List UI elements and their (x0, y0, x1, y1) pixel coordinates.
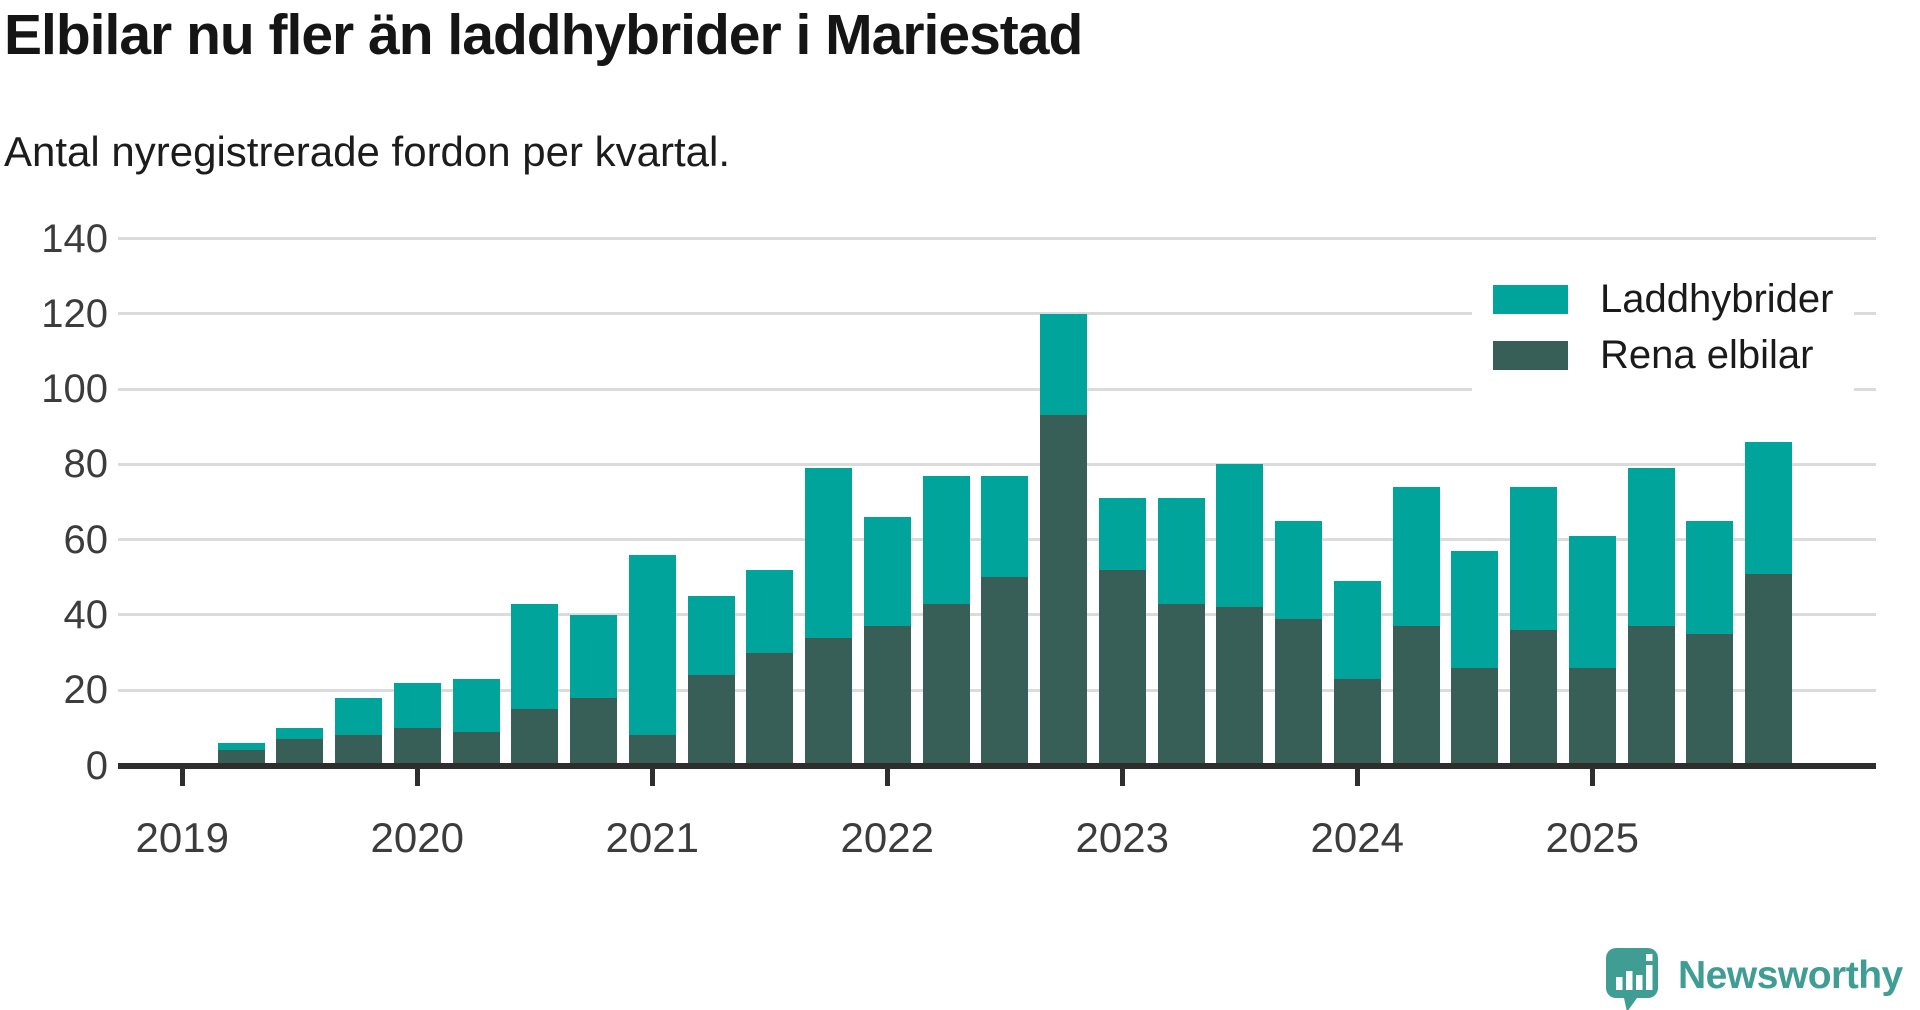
gridline-y-140 (118, 237, 1876, 241)
bar-2024-q4-laddhybrider (1510, 486, 1557, 630)
x-axis-label-2024: 2024 (1310, 814, 1404, 861)
legend: Laddhybrider Rena elbilar (1472, 252, 1854, 398)
bar-2025-q3-rena-elbilar (1686, 633, 1734, 769)
gridline-y-100 (118, 387, 1876, 391)
bar-2020-q4-laddhybrider (570, 614, 617, 698)
x-axis-label-2022: 2022 (840, 814, 934, 861)
bar-2025-q1-rena-elbilar (1568, 667, 1616, 769)
y-axis-tick-label: 100 (41, 367, 108, 412)
y-axis-tick-label: 40 (63, 592, 109, 637)
bar-2022-q2-laddhybrider (922, 475, 970, 604)
bar-2023-q1-laddhybrider (1098, 498, 1146, 570)
bar-2020-q1-rena-elbilar (393, 727, 441, 769)
bar-2025-q4-laddhybrider (1745, 441, 1792, 574)
bar-2024-q3-laddhybrider (1451, 550, 1499, 668)
x-axis-label-2021: 2021 (605, 814, 699, 861)
x-axis-label-2020: 2020 (370, 814, 464, 861)
legend-swatch-laddhybrider (1493, 284, 1568, 314)
y-axis-tick-label: 80 (63, 442, 109, 487)
bar-2022-q2-rena-elbilar (922, 603, 970, 769)
x-axis-tick-2020 (414, 765, 420, 786)
x-axis-tick-2025 (1589, 765, 1595, 786)
newsworthy-logo: Newsworthy (1606, 946, 1920, 1010)
y-axis-tick-label: 140 (41, 216, 108, 261)
bar-2023-q1-rena-elbilar (1098, 569, 1146, 769)
bar-2019-q4-rena-elbilar (335, 735, 382, 769)
chart-subtitle: Antal nyregistrerade fordon per kvartal. (4, 128, 731, 175)
bar-2024-q4-rena-elbilar (1510, 629, 1557, 769)
bar-2019-q3-laddhybrider (276, 727, 324, 740)
bar-2022-q4-rena-elbilar (1040, 415, 1087, 769)
y-axis-tick-label: 20 (63, 668, 109, 713)
legend-label: Rena elbilar (1600, 333, 1814, 377)
bar-2024-q3-rena-elbilar (1451, 667, 1499, 769)
bar-2023-q4-laddhybrider (1275, 520, 1322, 619)
bar-2021-q2-laddhybrider (687, 596, 735, 676)
bar-2021-q1-laddhybrider (628, 554, 676, 736)
bar-2025-q4-rena-elbilar (1745, 573, 1792, 769)
x-axis-tick-2021 (649, 765, 655, 786)
x-axis-tick-2024 (1354, 765, 1360, 786)
bar-2019-q4-laddhybrider (335, 697, 382, 736)
x-axis-label-2023: 2023 (1075, 814, 1169, 861)
bar-2024-q1-rena-elbilar (1333, 678, 1381, 769)
x-axis-label-2019: 2019 (135, 814, 229, 861)
bar-2023-q2-rena-elbilar (1157, 603, 1205, 769)
bar-2019-q2-laddhybrider (217, 742, 265, 751)
x-axis-line (118, 763, 1876, 769)
bar-2023-q2-laddhybrider (1157, 498, 1205, 604)
newsworthy-speech-bubble-bar-chart-icon (1606, 948, 1658, 1010)
legend-item-laddhybrider: Laddhybrider (1493, 277, 1834, 321)
bar-2020-q4-rena-elbilar (570, 697, 617, 769)
chart-title: Elbilar nu fler än laddhybrider i Maries… (4, 3, 1083, 67)
bar-2024-q2-laddhybrider (1392, 486, 1440, 627)
bar-2022-q1-rena-elbilar (863, 626, 911, 769)
bar-2020-q3-laddhybrider (511, 603, 559, 710)
bar-2024-q1-laddhybrider (1333, 581, 1381, 679)
legend-label: Laddhybrider (1600, 277, 1834, 321)
bar-2025-q2-rena-elbilar (1627, 626, 1675, 769)
bar-2020-q1-laddhybrider (393, 682, 441, 728)
bar-2025-q1-laddhybrider (1568, 535, 1616, 668)
bar-2020-q3-rena-elbilar (511, 709, 559, 769)
bar-2021-q4-rena-elbilar (805, 637, 852, 769)
bar-2021-q3-laddhybrider (746, 569, 794, 653)
bar-2022-q3-rena-elbilar (981, 577, 1029, 769)
x-axis-tick-2022 (884, 765, 890, 786)
newsworthy-logo-text: Newsworthy (1678, 954, 1903, 997)
bar-2022-q1-laddhybrider (863, 517, 911, 627)
y-axis-tick-label: 0 (85, 743, 108, 788)
bar-2023-q4-rena-elbilar (1275, 618, 1322, 769)
x-axis-tick-2019 (179, 765, 185, 786)
legend-swatch-rena-elbilar (1493, 340, 1568, 370)
bar-2025-q3-laddhybrider (1686, 520, 1734, 634)
bar-2021-q3-rena-elbilar (746, 652, 794, 769)
bar-2024-q2-rena-elbilar (1392, 626, 1440, 769)
x-axis-label-2025: 2025 (1545, 814, 1639, 861)
gridline-y-120 (118, 312, 1876, 316)
bar-2022-q3-laddhybrider (981, 475, 1029, 578)
bar-2023-q3-rena-elbilar (1216, 607, 1264, 769)
y-axis-tick-label: 120 (41, 291, 108, 336)
bar-2021-q1-rena-elbilar (628, 735, 676, 769)
bar-2021-q4-laddhybrider (805, 468, 852, 638)
bar-2022-q4-laddhybrider (1040, 313, 1087, 416)
x-axis-tick-2023 (1119, 765, 1125, 786)
y-axis-tick-label: 60 (63, 517, 109, 562)
bar-2020-q2-rena-elbilar (452, 731, 500, 769)
legend-item-rena-elbilar: Rena elbilar (1493, 333, 1813, 377)
bar-2021-q2-rena-elbilar (687, 675, 735, 769)
gridline-y-80 (118, 462, 1876, 466)
bar-2023-q3-laddhybrider (1216, 464, 1264, 608)
bar-2025-q2-laddhybrider (1627, 468, 1675, 627)
bar-2020-q2-laddhybrider (452, 678, 500, 732)
